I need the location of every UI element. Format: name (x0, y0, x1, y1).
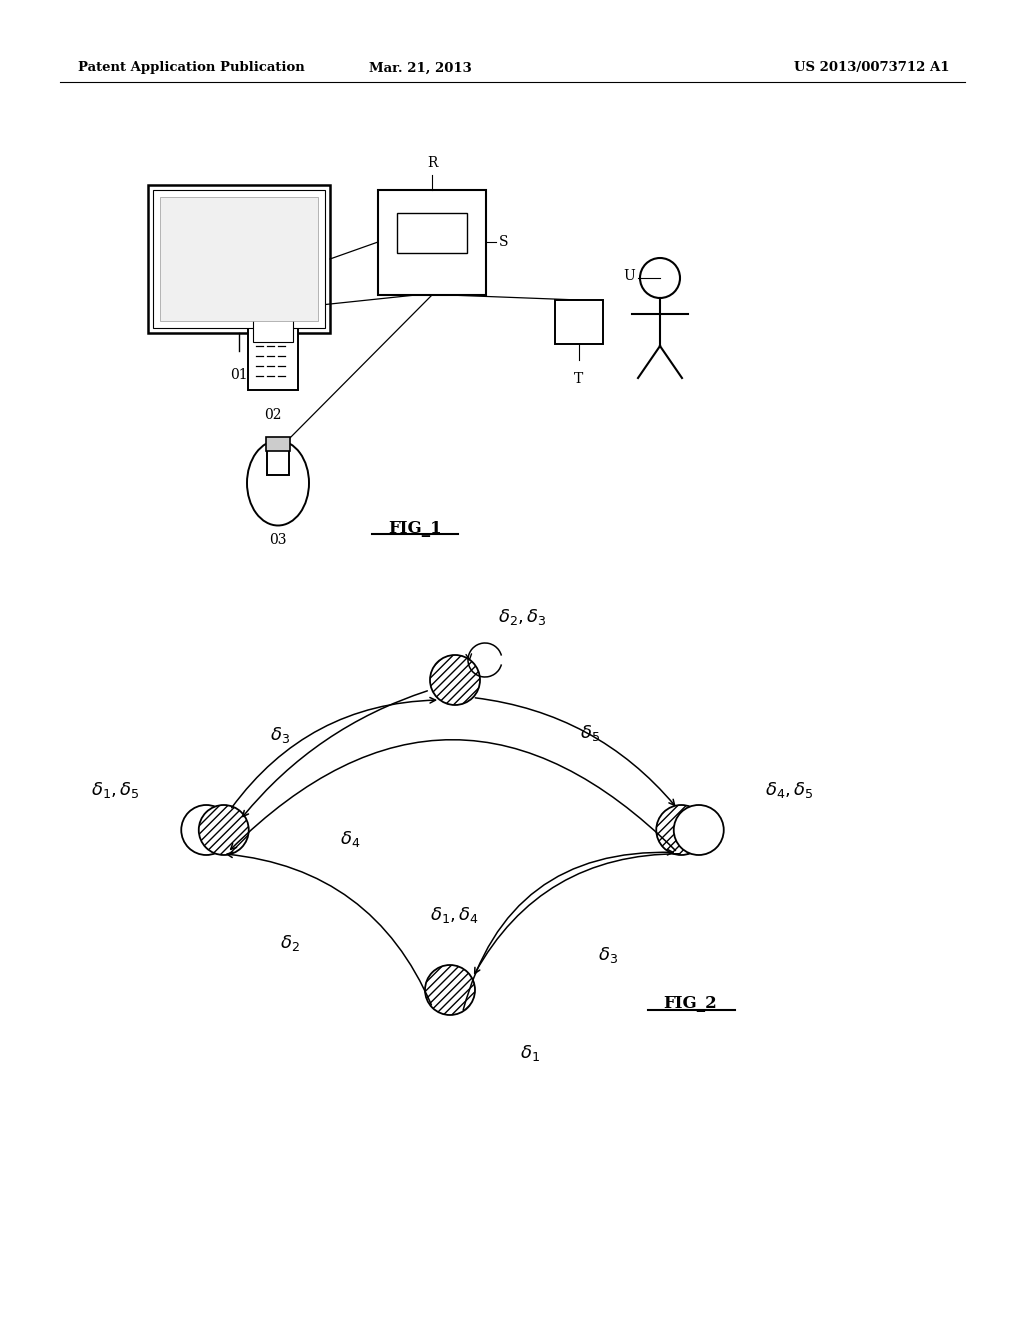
Text: US 2013/0073712 A1: US 2013/0073712 A1 (795, 62, 950, 74)
Text: $\delta_1,\delta_4$: $\delta_1,\delta_4$ (430, 906, 479, 925)
FancyArrowPatch shape (463, 850, 673, 1010)
Text: $\delta_2$: $\delta_2$ (281, 933, 300, 953)
FancyArrowPatch shape (227, 851, 431, 1005)
Bar (148, 185, 330, 333)
FancyArrowPatch shape (475, 698, 675, 805)
Circle shape (656, 805, 707, 855)
Bar (267, 450, 289, 475)
Text: $\delta_5$: $\delta_5$ (580, 723, 600, 743)
Bar (253, 315, 293, 342)
Text: 01: 01 (230, 368, 248, 381)
Text: $\delta_4,\delta_5$: $\delta_4,\delta_5$ (765, 780, 814, 800)
Text: U: U (624, 269, 635, 282)
Bar (397, 213, 467, 253)
Text: Patent Application Publication: Patent Application Publication (78, 62, 305, 74)
Circle shape (640, 257, 680, 298)
Text: $\delta_3$: $\delta_3$ (598, 945, 617, 965)
Circle shape (674, 805, 724, 855)
Text: S: S (499, 235, 509, 249)
FancyArrowPatch shape (243, 690, 427, 817)
FancyArrowPatch shape (231, 697, 435, 808)
Bar (248, 310, 298, 389)
Circle shape (199, 805, 249, 855)
Text: Mar. 21, 2013: Mar. 21, 2013 (369, 62, 471, 74)
Text: R: R (427, 156, 437, 170)
Circle shape (425, 965, 475, 1015)
Circle shape (430, 655, 480, 705)
Text: $\delta_1,\delta_5$: $\delta_1,\delta_5$ (91, 780, 140, 800)
Ellipse shape (247, 441, 309, 525)
Bar (160, 197, 318, 321)
Text: 03: 03 (269, 533, 287, 546)
Text: $\delta_2,\delta_3$: $\delta_2,\delta_3$ (498, 607, 547, 627)
Text: 02: 02 (264, 408, 282, 422)
Bar (153, 190, 325, 327)
Text: T: T (574, 372, 584, 385)
Circle shape (181, 805, 231, 855)
FancyArrowPatch shape (230, 739, 676, 850)
Text: FIG_1: FIG_1 (388, 520, 441, 537)
Text: $\delta_4$: $\delta_4$ (340, 829, 360, 849)
FancyArrowPatch shape (475, 854, 680, 974)
Bar (378, 190, 486, 294)
Text: FIG_2: FIG_2 (664, 995, 717, 1012)
Bar (555, 300, 603, 345)
Text: $\delta_3$: $\delta_3$ (270, 725, 290, 744)
Bar (266, 437, 290, 451)
Text: $\delta_1$: $\delta_1$ (520, 1043, 540, 1063)
